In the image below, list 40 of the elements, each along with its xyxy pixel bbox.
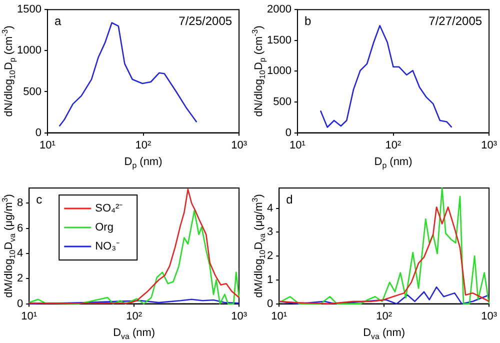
y-tick-label: 1 — [266, 274, 274, 286]
x-tick-label: 10² — [126, 310, 142, 322]
annotation: c — [36, 192, 42, 206]
x-tick-label: 10² — [135, 139, 152, 152]
y-tick-label: 1500 — [16, 4, 42, 16]
x-tick-label: 10³ — [231, 310, 248, 322]
legend-label: SO₄²⁻ — [95, 202, 124, 215]
legend-label: NO₃⁻ — [95, 240, 120, 253]
legend-label: Org — [95, 222, 114, 234]
annotation: b — [304, 14, 312, 28]
annotation: 7/27/2005 — [428, 14, 482, 28]
y-tick-label: 0 — [266, 298, 274, 310]
y-tick-label: 0 — [16, 298, 24, 310]
y-tick-label: 6 — [16, 222, 24, 234]
x-tick-label: 10² — [376, 310, 392, 322]
y-tick-label: 0 — [285, 126, 292, 139]
x-tick-label: 10³ — [231, 139, 248, 152]
x-tick-label: 10³ — [481, 139, 498, 152]
y-tick-label: 4 — [16, 247, 24, 260]
x-tick-label: 10² — [385, 139, 402, 152]
annotation: d — [286, 192, 293, 206]
y-tick-label: 2 — [266, 250, 274, 262]
x-tick-label: 10¹ — [40, 139, 56, 152]
y-tick-label: 2000 — [266, 4, 292, 16]
x-tick-label: 10¹ — [21, 310, 38, 322]
y-tick-label: 1000 — [266, 65, 292, 78]
y-tick-label: 2 — [16, 272, 24, 285]
x-tick-label: 10¹ — [290, 139, 306, 152]
y-tick-label: 3 — [266, 226, 274, 238]
y-tick-label: 0 — [35, 126, 42, 139]
y-tick-label: 500 — [23, 86, 42, 98]
annotation: a — [54, 14, 62, 28]
y-tick-label: 500 — [273, 96, 292, 108]
x-tick-label: 10¹ — [271, 310, 288, 322]
y-tick-label: 4 — [266, 202, 274, 214]
y-tick-label: 1500 — [266, 34, 292, 46]
x-tick-label: 10³ — [481, 310, 498, 322]
annotation: 7/25/2005 — [178, 14, 232, 28]
y-tick-label: 8 — [16, 197, 24, 210]
y-tick-label: 1000 — [16, 44, 42, 57]
